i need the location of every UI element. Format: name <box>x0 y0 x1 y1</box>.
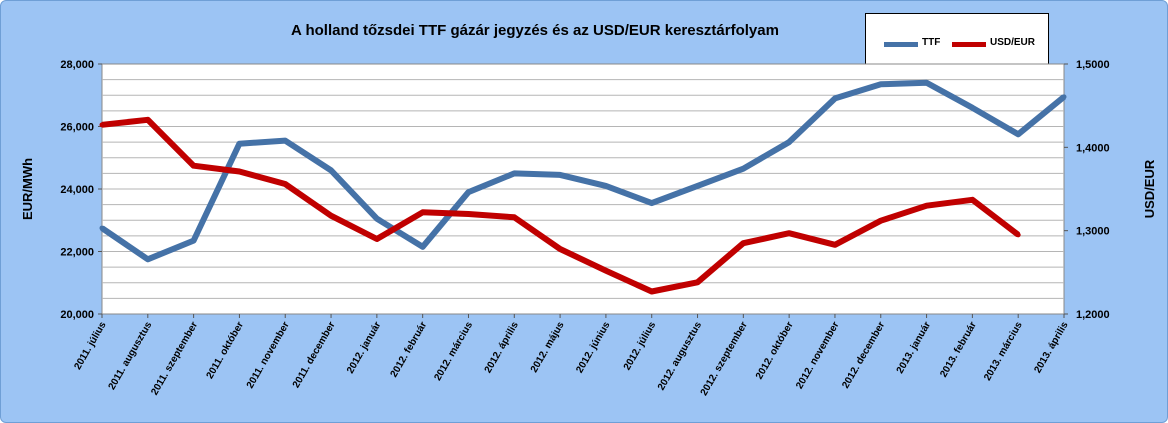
series-1-point <box>420 209 426 215</box>
series-1-point <box>374 236 380 242</box>
x-tick-label: 2013. január <box>895 320 933 376</box>
x-tick-label: 2012. július <box>622 320 659 373</box>
series-0-point <box>236 141 242 147</box>
y-left-tick-label: 20,000 <box>60 309 94 321</box>
legend-swatch-usdeur <box>952 42 986 47</box>
series-0-point <box>878 81 884 87</box>
x-tick-label: 2012. április <box>483 320 521 375</box>
legend-swatch-ttf <box>884 42 918 47</box>
series-0-point <box>1015 131 1021 137</box>
x-tick-label: 2012. március <box>432 320 475 383</box>
series-1-point <box>282 181 288 187</box>
series-1-point <box>145 117 151 123</box>
x-tick-label: 2012. június <box>574 320 612 375</box>
series-0-point <box>695 183 701 189</box>
series-1-point <box>1015 232 1021 238</box>
series-0-point <box>420 244 426 250</box>
x-tick-label: 2011. november <box>245 320 292 391</box>
series-1-point <box>969 197 975 203</box>
series-1-point <box>878 218 884 224</box>
y-left-tick-label: 26,000 <box>60 122 94 134</box>
series-1-point <box>924 203 930 209</box>
series-0-point <box>832 95 838 101</box>
series-0-point <box>511 170 517 176</box>
x-tick-label: 2011. szeptember <box>149 320 200 397</box>
x-tick-label: 2012. augusztus <box>656 320 704 393</box>
series-0-point <box>786 139 792 145</box>
series-1-point <box>649 289 655 294</box>
series-1-point <box>99 122 105 128</box>
y-left-tick-label: 24,000 <box>60 184 94 196</box>
series-1-point <box>695 279 701 285</box>
x-tick-label: 2012. december <box>840 320 887 391</box>
series-0-point <box>649 200 655 206</box>
y-left-axis-title: EUR/MWh <box>20 158 35 220</box>
x-tick-label: 2012. május <box>529 320 567 375</box>
y-right-tick-label: 1,3000 <box>1076 226 1110 238</box>
legend-label-ttf: TTF <box>922 37 941 48</box>
x-tick-label: 2012. október <box>754 320 796 381</box>
series-0-point <box>282 138 288 144</box>
series-0-point <box>740 166 746 172</box>
x-tick-label: 2013. február <box>938 320 979 380</box>
series-0-point <box>191 238 197 244</box>
series-1-point <box>603 268 609 274</box>
x-tick-label: 2013. április <box>1032 320 1070 375</box>
series-0-point <box>99 225 105 231</box>
y-left-tick-label: 22,000 <box>60 247 94 259</box>
series-0-point <box>374 216 380 222</box>
series-0-point <box>924 80 930 86</box>
series-line-0 <box>100 79 1066 263</box>
series-1-point <box>191 163 197 169</box>
legend-label-usdeur: USD/EUR <box>990 37 1036 48</box>
y-right-tick-label: 1,2000 <box>1076 309 1110 321</box>
series-0-point <box>328 167 334 173</box>
series-0-point <box>145 256 151 262</box>
series-1-point <box>740 240 746 246</box>
series-1-point <box>557 246 563 252</box>
series-1-point <box>832 242 838 248</box>
y-left-tick-label: 28,000 <box>60 59 94 71</box>
x-tick-label: 2011. július <box>72 320 108 372</box>
series-1-point <box>236 169 242 174</box>
chart-title: A holland tőzsdei TTF gázár jegyzés és a… <box>291 22 779 39</box>
x-tick-label: 2012. november <box>794 320 841 391</box>
series-0-point <box>603 183 609 189</box>
x-tick-label: 2012. szeptember <box>699 320 750 398</box>
y-right-axis-title: USD/EUR <box>1142 159 1157 218</box>
series-1-point <box>511 214 517 220</box>
series-0-point <box>465 189 471 195</box>
y-right-tick-label: 1,5000 <box>1076 59 1110 71</box>
x-tick-label: 2012. február <box>389 320 430 380</box>
series-0-point <box>969 105 975 111</box>
y-right-tick-label: 1,4000 <box>1076 142 1110 154</box>
series-1-point <box>786 230 792 236</box>
x-tick-label: 2011. október <box>205 320 247 381</box>
x-tick-label: 2011. augusztus <box>107 320 155 392</box>
series-0-point <box>557 172 563 178</box>
series-0-point <box>1061 94 1067 100</box>
series-1-point <box>328 213 334 219</box>
x-tick-label: 2012. január <box>345 320 383 376</box>
x-tick-label: 2013. március <box>982 320 1025 383</box>
series-1-point <box>465 211 471 217</box>
x-tick-label: 2011. december <box>291 320 338 390</box>
